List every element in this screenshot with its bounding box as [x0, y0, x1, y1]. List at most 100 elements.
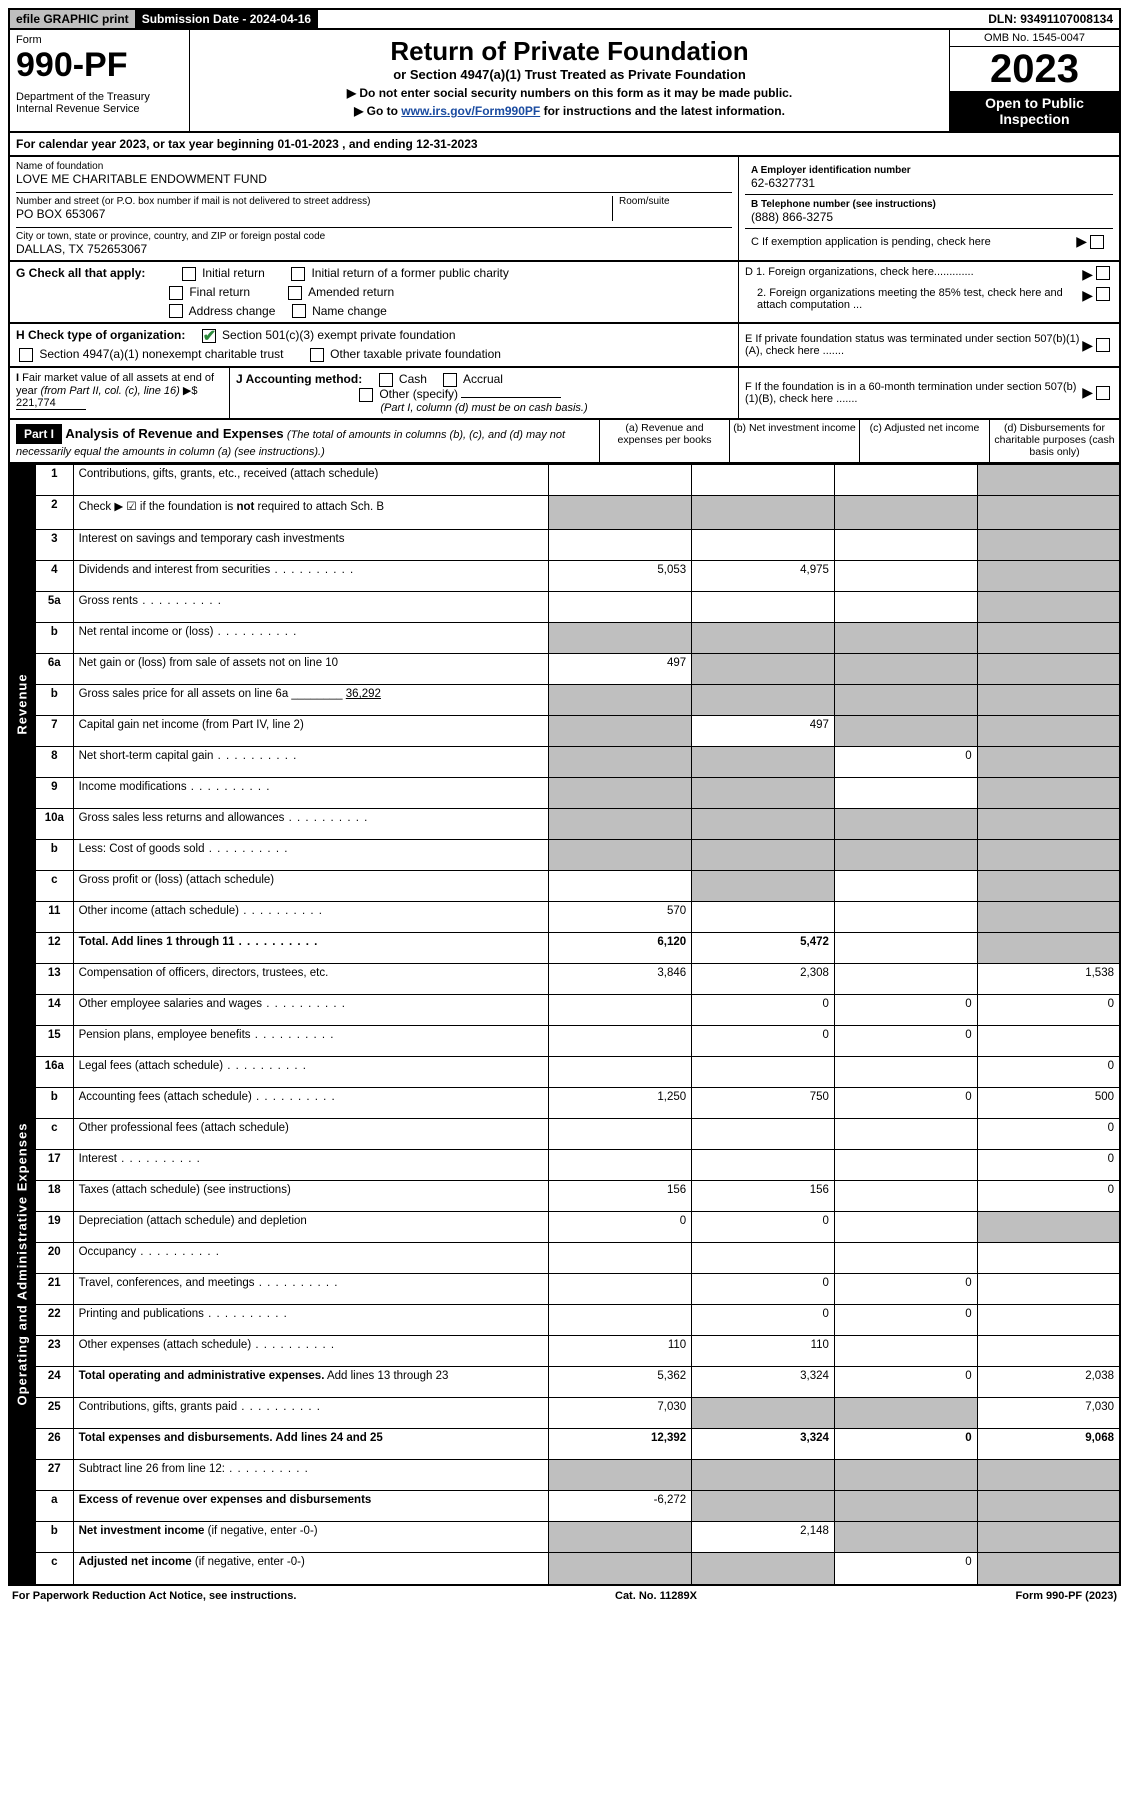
col-d	[977, 778, 1120, 809]
line-number: c	[35, 871, 73, 902]
col-a: 5,362	[549, 1367, 692, 1398]
line-number: b	[35, 685, 73, 716]
col-b	[692, 495, 835, 529]
g-label: G Check all that apply: Initial return I…	[16, 266, 732, 281]
j-other[interactable]	[359, 388, 373, 402]
col-c	[834, 654, 977, 685]
col-a	[549, 995, 692, 1026]
col-b: 497	[692, 716, 835, 747]
col-d	[977, 685, 1120, 716]
h-501c3[interactable]	[202, 329, 216, 343]
table-row: 3Interest on savings and temporary cash …	[35, 530, 1120, 561]
col-c-header: (c) Adjusted net income	[859, 420, 989, 462]
table-row: 10aGross sales less returns and allowanc…	[35, 809, 1120, 840]
table-row: 12Total. Add lines 1 through 116,1205,47…	[35, 933, 1120, 964]
col-a	[549, 840, 692, 871]
table-row: 19Depreciation (attach schedule) and dep…	[35, 1212, 1120, 1243]
col-b	[692, 685, 835, 716]
f-label: F If the foundation is in a 60-month ter…	[745, 381, 1082, 405]
table-row: 26Total expenses and disbursements. Add …	[35, 1429, 1120, 1460]
j-note: (Part I, column (d) must be on cash basi…	[236, 402, 732, 414]
col-d: 0	[977, 995, 1120, 1026]
col-c	[834, 561, 977, 592]
line-desc: Pension plans, employee benefits	[73, 1026, 549, 1057]
col-b: 0	[692, 1305, 835, 1336]
h-other-taxable[interactable]	[310, 348, 324, 362]
part1-badge: Part I	[16, 424, 62, 444]
line-desc: Total operating and administrative expen…	[73, 1367, 549, 1398]
line-number: c	[35, 1553, 73, 1585]
col-b: 3,324	[692, 1429, 835, 1460]
g-amended-return[interactable]	[288, 286, 302, 300]
irs-label: Internal Revenue Service	[16, 103, 183, 115]
col-b: 750	[692, 1088, 835, 1119]
line-desc: Occupancy	[73, 1243, 549, 1274]
col-c: 0	[834, 1026, 977, 1057]
col-c: 0	[834, 1367, 977, 1398]
form-label: Form	[16, 34, 183, 46]
table-row: 23Other expenses (attach schedule)110110	[35, 1336, 1120, 1367]
g-address-change[interactable]	[169, 304, 183, 318]
line-number: 15	[35, 1026, 73, 1057]
col-d	[977, 871, 1120, 902]
col-c	[834, 1336, 977, 1367]
table-row: 8Net short-term capital gain0	[35, 747, 1120, 778]
col-a	[549, 1057, 692, 1088]
col-a	[549, 530, 692, 561]
efile-print-button[interactable]: efile GRAPHIC print	[10, 10, 136, 28]
line-desc: Check ▶ ☑ if the foundation is not requi…	[73, 495, 549, 529]
col-a: 7,030	[549, 1398, 692, 1429]
line-desc: Subtract line 26 from line 12:	[73, 1460, 549, 1491]
part1-header: Part I Analysis of Revenue and Expenses …	[8, 420, 1121, 464]
line-desc: Gross sales less returns and allowances	[73, 809, 549, 840]
col-d-header: (d) Disbursements for charitable purpose…	[989, 420, 1119, 462]
c-checkbox[interactable]	[1090, 235, 1104, 249]
g-initial-former[interactable]	[291, 267, 305, 281]
col-b: 5,472	[692, 933, 835, 964]
col-c	[834, 902, 977, 933]
g-name-change[interactable]	[292, 304, 306, 318]
line-desc: Depreciation (attach schedule) and deple…	[73, 1212, 549, 1243]
d2-checkbox[interactable]	[1096, 287, 1110, 301]
col-a	[549, 623, 692, 654]
col-d	[977, 1243, 1120, 1274]
table-row: 27Subtract line 26 from line 12:	[35, 1460, 1120, 1491]
dln: DLN: 93491107008134	[982, 10, 1119, 28]
table-row: 17Interest0	[35, 1150, 1120, 1181]
header-note-2: ▶ Go to www.irs.gov/Form990PF for instru…	[200, 104, 939, 118]
col-b: 4,975	[692, 561, 835, 592]
line-number: 4	[35, 561, 73, 592]
line-number: 11	[35, 902, 73, 933]
i-value: 221,774	[16, 397, 86, 410]
col-b: 0	[692, 1274, 835, 1305]
line-number: a	[35, 1491, 73, 1522]
col-a	[549, 809, 692, 840]
col-d: 0	[977, 1057, 1120, 1088]
line-desc: Contributions, gifts, grants, etc., rece…	[73, 464, 549, 495]
col-b	[692, 1460, 835, 1491]
e-checkbox[interactable]	[1096, 338, 1110, 352]
f-checkbox[interactable]	[1096, 386, 1110, 400]
line-desc: Taxes (attach schedule) (see instruction…	[73, 1181, 549, 1212]
line-number: 16a	[35, 1057, 73, 1088]
col-b	[692, 747, 835, 778]
room-label: Room/suite	[619, 196, 732, 207]
d1-checkbox[interactable]	[1096, 266, 1110, 280]
line-desc: Less: Cost of goods sold	[73, 840, 549, 871]
line-desc: Excess of revenue over expenses and disb…	[73, 1491, 549, 1522]
line-desc: Interest on savings and temporary cash i…	[73, 530, 549, 561]
col-d	[977, 840, 1120, 871]
table-row: 9Income modifications	[35, 778, 1120, 809]
form-title: Return of Private Foundation	[200, 36, 939, 67]
ein-label: A Employer identification number	[751, 165, 1107, 176]
g-final-return[interactable]	[169, 286, 183, 300]
form-link[interactable]: www.irs.gov/Form990PF	[401, 104, 540, 118]
j-accrual[interactable]	[443, 373, 457, 387]
line-number: 5a	[35, 592, 73, 623]
table-row: 14Other employee salaries and wages000	[35, 995, 1120, 1026]
col-a: -6,272	[549, 1491, 692, 1522]
j-cash[interactable]	[379, 373, 393, 387]
col-b	[692, 464, 835, 495]
g-initial-return[interactable]	[182, 267, 196, 281]
h-4947[interactable]	[19, 348, 33, 362]
